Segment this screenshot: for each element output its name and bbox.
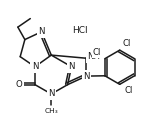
Text: NH: NH	[87, 53, 100, 61]
Text: N: N	[83, 72, 89, 81]
Text: CH₃: CH₃	[44, 108, 58, 114]
Text: Cl: Cl	[122, 39, 131, 48]
Text: O: O	[16, 80, 22, 89]
Text: N: N	[32, 62, 38, 71]
Text: HCl: HCl	[72, 26, 88, 35]
Text: N: N	[48, 89, 54, 99]
Text: Cl: Cl	[124, 86, 133, 95]
Text: N: N	[38, 27, 45, 36]
Text: Cl: Cl	[93, 48, 101, 57]
Text: N: N	[68, 62, 75, 71]
